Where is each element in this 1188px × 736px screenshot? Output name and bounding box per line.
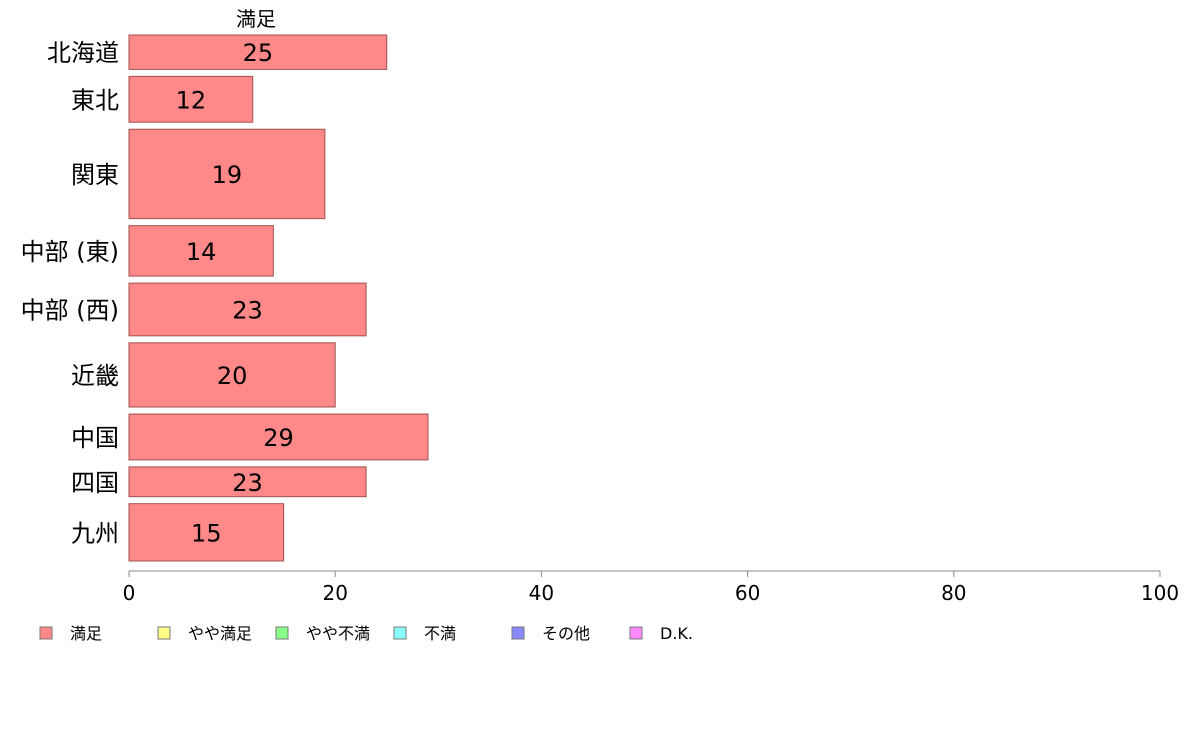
category-label: 中部 (東) xyxy=(21,238,119,266)
x-tick-label: 80 xyxy=(941,581,966,605)
category-label: 関東 xyxy=(71,161,119,189)
legend-label: その他 xyxy=(542,624,590,643)
bar-value-label: 29 xyxy=(263,424,294,452)
series-title-label: 満足 xyxy=(236,7,276,31)
bar-value-label: 14 xyxy=(186,238,217,266)
bar-value-label: 19 xyxy=(212,161,243,189)
legend-label: やや満足 xyxy=(188,624,252,643)
category-label: 近畿 xyxy=(71,362,119,390)
x-tick-label: 40 xyxy=(529,581,554,605)
legend-label: やや不満 xyxy=(306,624,370,643)
x-tick-label: 0 xyxy=(123,581,136,605)
category-label: 東北 xyxy=(71,86,119,114)
bar-segment xyxy=(128,466,367,498)
category-label: 中国 xyxy=(71,424,119,452)
bar-segment xyxy=(128,128,326,220)
bar-segment xyxy=(128,342,336,408)
bar-value-label: 12 xyxy=(176,86,207,114)
legend: 満足 やや満足 やや不満 不満 その他 D.K. xyxy=(39,624,693,643)
bar-value-label: 15 xyxy=(191,519,222,547)
legend-swatch xyxy=(275,626,289,640)
category-label: 北海道 xyxy=(47,39,119,67)
legend-swatch xyxy=(39,626,53,640)
x-tick-label: 100 xyxy=(1141,581,1179,605)
legend-swatch xyxy=(393,626,407,640)
x-tick-label: 60 xyxy=(735,581,760,605)
bar-segment xyxy=(128,225,274,277)
category-label: 九州 xyxy=(71,519,119,547)
legend-swatch xyxy=(629,626,643,640)
bar-segment xyxy=(128,503,285,562)
bar-value-label: 23 xyxy=(232,469,263,497)
category-label: 四国 xyxy=(71,469,119,497)
bar-value-label: 20 xyxy=(217,362,248,390)
legend-label: 不満 xyxy=(424,624,456,643)
bar-segment xyxy=(128,282,367,337)
legend-swatch xyxy=(511,626,525,640)
bar-segment xyxy=(128,413,429,461)
legend-label: D.K. xyxy=(660,624,693,643)
x-axis: 0 20 40 60 80 100 xyxy=(123,570,1179,605)
bar-segment xyxy=(128,75,254,123)
legend-swatch xyxy=(157,626,171,640)
category-label: 中部 (西) xyxy=(21,296,119,324)
legend-label: 満足 xyxy=(70,624,102,643)
bar-segment xyxy=(128,34,388,70)
bar-value-label: 23 xyxy=(232,296,263,324)
bar-value-label: 25 xyxy=(243,39,274,67)
x-tick-label: 20 xyxy=(322,581,347,605)
bars-layer: 北海道 25 東北 12 関東 19 中部 (東) 14 中部 (西) 23 近畿 20 中国 29 四国 2… xyxy=(21,34,429,562)
